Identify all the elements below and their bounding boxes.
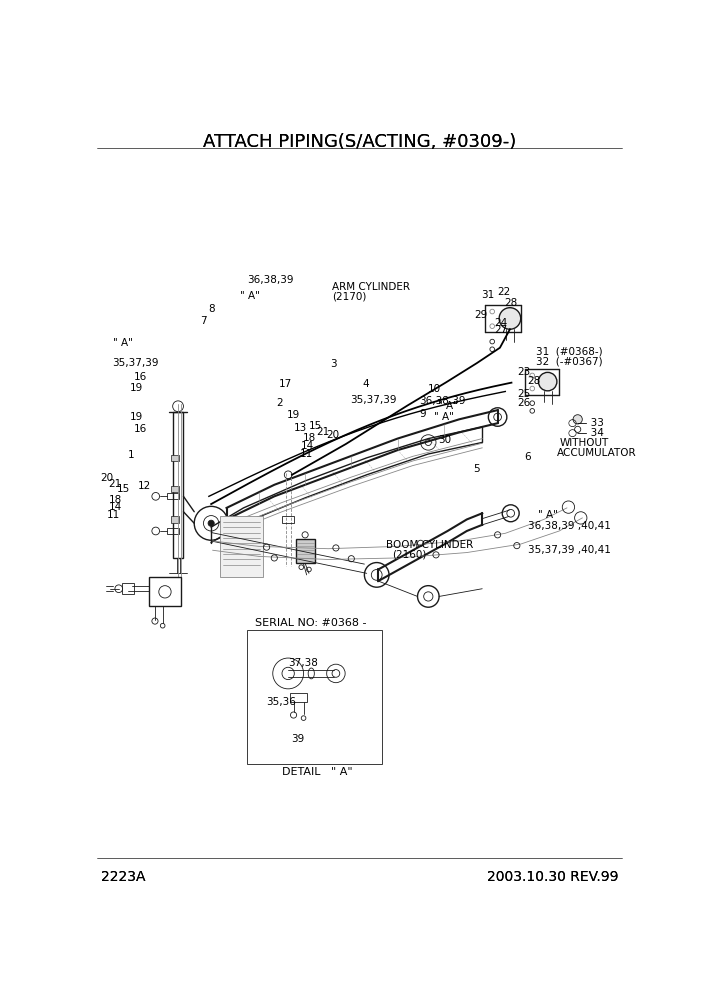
Text: 26: 26	[517, 398, 531, 408]
Text: 18: 18	[109, 495, 122, 505]
Text: 5: 5	[473, 464, 479, 474]
Text: 20: 20	[326, 431, 340, 440]
Text: 14: 14	[109, 503, 122, 513]
Text: 20: 20	[100, 473, 114, 483]
Text: 4: 4	[362, 379, 369, 389]
Bar	[171, 517, 179, 523]
Bar	[173, 412, 183, 558]
Text: 29: 29	[475, 310, 488, 320]
Text: 36,38,39 ,40,41: 36,38,39 ,40,41	[529, 521, 611, 531]
Circle shape	[208, 520, 214, 527]
Text: 39: 39	[291, 733, 304, 743]
Text: 21: 21	[108, 479, 121, 489]
Circle shape	[538, 372, 557, 391]
Text: " A": " A"	[435, 412, 454, 422]
Text: " A": " A"	[112, 338, 133, 348]
Text: 22: 22	[498, 287, 511, 297]
Text: 24: 24	[494, 317, 507, 327]
Text: 11: 11	[107, 510, 121, 520]
Text: DETAIL   " A": DETAIL " A"	[282, 768, 352, 778]
Text: 3: 3	[331, 359, 337, 369]
Bar	[296, 539, 315, 563]
Text: 37,38: 37,38	[288, 658, 318, 668]
Text: 12: 12	[138, 481, 151, 491]
Text: 30: 30	[438, 434, 451, 444]
Text: 17: 17	[279, 379, 292, 389]
Text: 2: 2	[276, 398, 282, 408]
Text: 19: 19	[286, 410, 300, 420]
Text: " A": " A"	[437, 401, 458, 411]
Text: 6: 6	[524, 451, 531, 461]
Text: 36,38,39: 36,38,39	[247, 276, 294, 286]
Bar	[167, 493, 179, 499]
Text: 23: 23	[517, 367, 530, 377]
Text: 31  (#0368-): 31 (#0368-)	[536, 346, 603, 356]
Text: BOOM CYLINDER: BOOM CYLINDER	[386, 541, 473, 551]
Text: ○— 33: ○— 33	[569, 418, 604, 428]
Text: 28: 28	[527, 376, 540, 386]
Bar	[220, 516, 263, 577]
Text: 35,36: 35,36	[267, 696, 296, 706]
Bar	[167, 528, 179, 534]
Text: 10: 10	[428, 384, 442, 394]
Text: 11: 11	[300, 448, 313, 458]
Text: ATTACH PIPING(S/ACTING, #0309-): ATTACH PIPING(S/ACTING, #0309-)	[203, 133, 517, 151]
Text: (2170): (2170)	[332, 292, 366, 302]
Bar	[149, 577, 181, 606]
Circle shape	[573, 415, 582, 424]
Text: 16: 16	[134, 424, 147, 434]
Bar	[122, 583, 134, 594]
Bar	[282, 516, 294, 524]
Text: 8: 8	[208, 304, 215, 313]
Text: 27: 27	[494, 325, 507, 335]
Text: 35,37,39 ,40,41: 35,37,39 ,40,41	[529, 545, 611, 555]
Text: 14: 14	[301, 440, 314, 451]
Text: 21: 21	[317, 427, 330, 437]
Text: 15: 15	[309, 421, 322, 431]
Text: 13: 13	[293, 424, 307, 434]
Text: ARM CYLINDER: ARM CYLINDER	[332, 283, 410, 293]
Text: 19: 19	[130, 412, 143, 422]
Text: ATTACH PIPING(S/ACTING, #0309-): ATTACH PIPING(S/ACTING, #0309-)	[203, 133, 517, 151]
Circle shape	[282, 668, 294, 680]
Text: 19: 19	[130, 383, 143, 393]
Text: 36,38,39: 36,38,39	[419, 396, 465, 407]
Bar	[171, 485, 179, 492]
Text: 16: 16	[134, 372, 147, 382]
Text: 35,37,39: 35,37,39	[112, 358, 159, 368]
Text: 32  (-#0367): 32 (-#0367)	[536, 356, 603, 366]
Text: WITHOUT: WITHOUT	[559, 437, 609, 447]
Text: 18: 18	[303, 434, 316, 443]
Text: ○— 34: ○— 34	[569, 428, 604, 437]
Text: SERIAL NO: #0368 -: SERIAL NO: #0368 -	[255, 618, 366, 628]
Bar	[247, 630, 382, 764]
Text: 25: 25	[517, 389, 531, 399]
Bar	[171, 454, 179, 461]
Text: " A": " A"	[239, 291, 260, 301]
Circle shape	[499, 308, 521, 329]
Text: 31: 31	[481, 290, 494, 300]
Bar	[290, 692, 307, 702]
Text: 2223A: 2223A	[101, 870, 145, 884]
Text: 2003.10.30 REV.99: 2003.10.30 REV.99	[487, 870, 618, 884]
Text: 2003.10.30 REV.99: 2003.10.30 REV.99	[487, 870, 618, 884]
Text: " A": " A"	[538, 510, 557, 520]
Text: (2160): (2160)	[392, 550, 427, 559]
Text: 15: 15	[117, 484, 130, 494]
Text: 2223A: 2223A	[101, 870, 145, 884]
Text: 1: 1	[128, 450, 135, 460]
Text: 7: 7	[199, 316, 206, 326]
Text: 9: 9	[419, 409, 425, 419]
Text: 28: 28	[504, 298, 517, 308]
Text: ACCUMULATOR: ACCUMULATOR	[557, 447, 637, 458]
Text: 35,37,39: 35,37,39	[350, 395, 396, 405]
